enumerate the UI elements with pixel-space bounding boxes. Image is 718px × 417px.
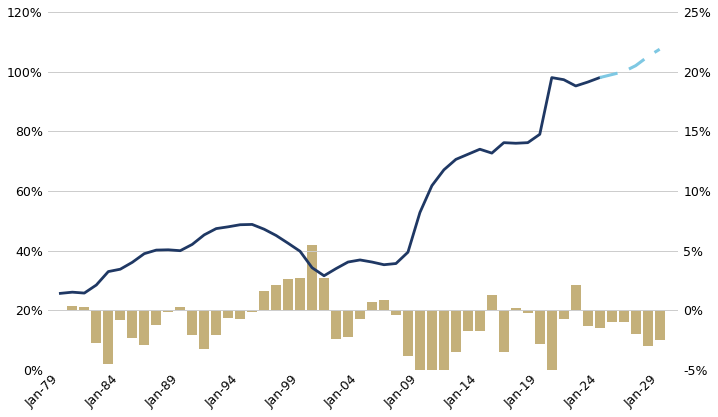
Bar xyxy=(451,310,461,352)
Bar xyxy=(403,310,413,356)
Bar xyxy=(79,307,90,310)
Bar xyxy=(546,310,557,417)
Bar xyxy=(571,285,581,310)
Bar xyxy=(487,295,497,310)
Bar xyxy=(595,310,605,328)
Bar xyxy=(355,310,365,319)
Bar xyxy=(379,300,389,310)
Bar xyxy=(426,310,437,417)
Bar xyxy=(319,278,329,310)
Bar xyxy=(559,310,569,319)
Bar xyxy=(163,310,173,311)
Bar xyxy=(415,310,425,417)
Bar xyxy=(187,310,197,335)
Bar xyxy=(499,310,509,352)
Bar xyxy=(307,245,317,310)
Bar xyxy=(211,310,221,335)
Bar xyxy=(510,308,521,310)
Bar xyxy=(115,310,126,320)
Bar xyxy=(103,310,113,364)
Bar xyxy=(582,310,593,326)
Bar xyxy=(475,310,485,331)
Bar xyxy=(127,310,137,338)
Bar xyxy=(343,310,353,337)
Bar xyxy=(463,310,473,331)
Bar xyxy=(535,310,545,344)
Bar xyxy=(247,310,257,311)
Bar xyxy=(367,302,377,310)
Bar xyxy=(295,278,305,310)
Bar xyxy=(175,307,185,310)
Bar xyxy=(655,310,665,340)
Bar xyxy=(235,310,246,319)
Bar xyxy=(283,279,293,310)
Bar xyxy=(199,310,209,349)
Bar xyxy=(391,310,401,315)
Bar xyxy=(151,310,162,325)
Bar xyxy=(439,310,449,374)
Bar xyxy=(331,310,341,339)
Bar xyxy=(607,310,617,322)
Bar xyxy=(139,310,149,345)
Bar xyxy=(223,310,233,317)
Bar xyxy=(91,310,101,343)
Bar xyxy=(523,310,533,313)
Bar xyxy=(630,310,640,334)
Bar xyxy=(259,291,269,310)
Bar xyxy=(67,306,78,310)
Bar xyxy=(271,285,281,310)
Bar xyxy=(619,310,629,322)
Bar xyxy=(643,310,653,346)
